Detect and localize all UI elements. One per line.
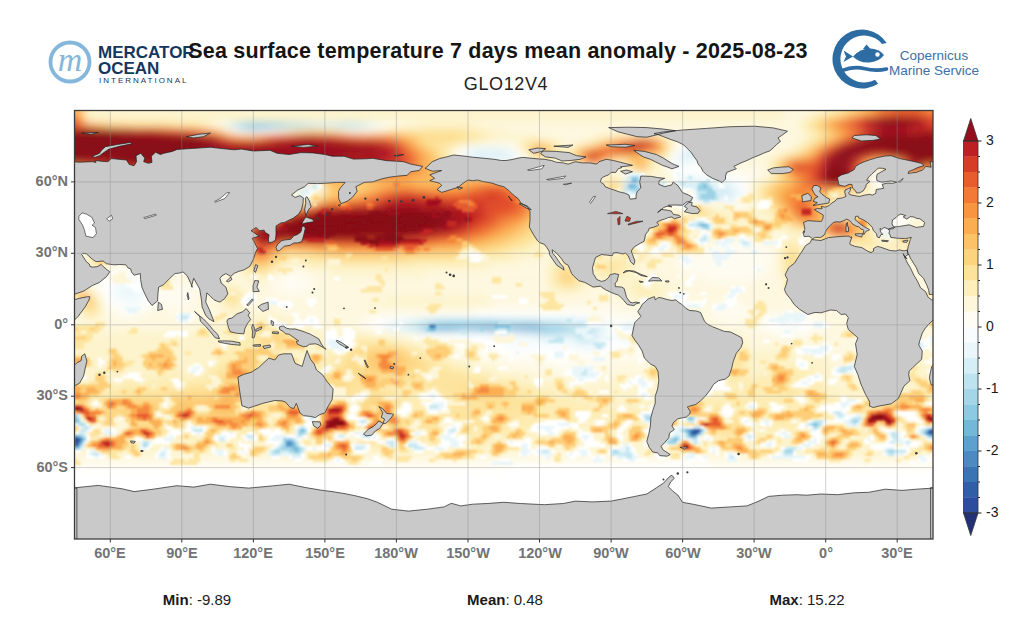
svg-text:INTERNATIONAL: INTERNATIONAL xyxy=(99,76,188,85)
svg-text:Marine Service: Marine Service xyxy=(889,63,979,78)
